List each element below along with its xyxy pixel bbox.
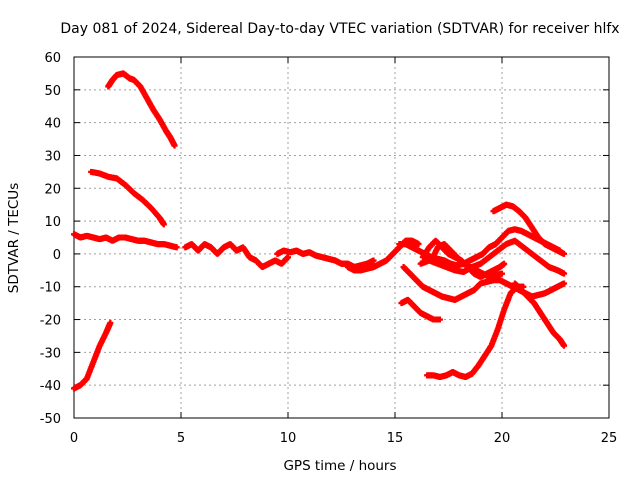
y-tick-label: 60 xyxy=(44,51,61,66)
data-point xyxy=(107,319,114,326)
y-tick-label: 10 xyxy=(44,215,61,230)
x-tick-label: 20 xyxy=(494,431,511,446)
data-point xyxy=(171,142,178,149)
data-point xyxy=(501,260,508,267)
x-tick-label: 15 xyxy=(387,431,404,446)
series-arc-13 xyxy=(421,241,505,280)
x-tick-label: 0 xyxy=(70,431,78,446)
series-arc-16 xyxy=(511,280,568,349)
series-arc-5 xyxy=(182,241,291,271)
data-series xyxy=(71,70,568,392)
series-arc-7 xyxy=(344,237,422,274)
y-tick-labels: -50 -40 -30 -20 -10 0 10 20 30 40 50 60 xyxy=(40,51,61,427)
data-point xyxy=(415,241,422,248)
y-tick-label: -50 xyxy=(40,412,61,427)
series-arc-6 xyxy=(274,247,377,271)
y-tick-label: -20 xyxy=(40,314,61,329)
data-point xyxy=(561,342,568,349)
series-arc-2 xyxy=(105,70,178,149)
y-tick-label: 40 xyxy=(44,117,61,132)
y-tick-label: -30 xyxy=(40,346,61,361)
series-arc-14 xyxy=(424,283,527,380)
data-point xyxy=(285,254,291,261)
series-arc-3 xyxy=(88,168,167,228)
series-arc-15 xyxy=(490,201,568,257)
data-point xyxy=(370,257,377,264)
chart-title: Day 081 of 2024, Sidereal Day-to-day VTE… xyxy=(60,21,619,37)
series-arc-10 xyxy=(398,296,443,323)
data-point xyxy=(561,280,568,287)
x-tick-label: 25 xyxy=(601,431,618,446)
y-tick-label: 20 xyxy=(44,182,61,197)
x-tick-labels: 0 5 10 15 20 25 xyxy=(70,431,617,446)
y-tick-label: 30 xyxy=(44,149,61,164)
series-arc-4 xyxy=(71,231,180,251)
series-arc-1 xyxy=(71,319,114,392)
data-point xyxy=(173,244,180,251)
x-tick-label: 10 xyxy=(280,431,297,446)
data-point xyxy=(499,270,505,277)
data-point xyxy=(561,270,568,277)
data-point xyxy=(561,250,568,257)
y-tick-label: -10 xyxy=(40,281,61,296)
data-point xyxy=(160,221,167,228)
y-tick-label: 0 xyxy=(53,248,61,263)
x-axis-title: GPS time / hours xyxy=(283,458,396,474)
x-tick-label: 5 xyxy=(177,431,185,446)
y-axis-title: SDTVAR / TECUs xyxy=(6,183,22,293)
y-tick-label: 50 xyxy=(44,84,61,99)
data-point xyxy=(436,316,443,323)
y-tick-label: -40 xyxy=(40,379,61,394)
series-arc-9 xyxy=(400,264,568,303)
